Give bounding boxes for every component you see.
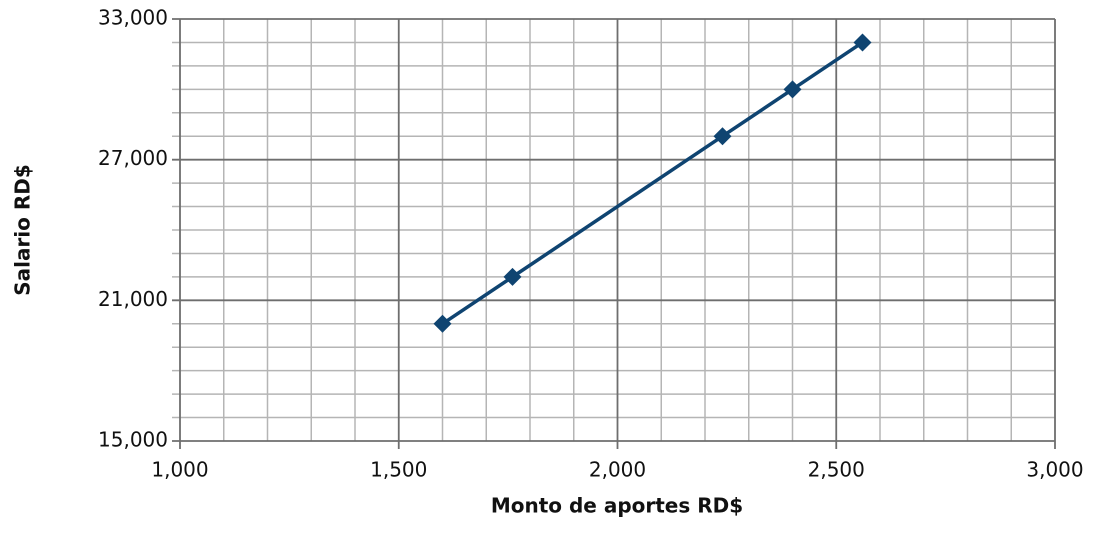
data-point	[503, 267, 522, 286]
y-tick-label: 15,000	[98, 428, 168, 452]
y-tick-label: 33,000	[98, 6, 168, 30]
y-tick-label: 27,000	[98, 146, 168, 170]
data-point	[853, 33, 872, 52]
x-tick-label: 3,000	[1026, 458, 1083, 482]
x-tick-label: 2,500	[808, 458, 865, 482]
x-tick-label: 1,000	[151, 458, 208, 482]
data-point	[783, 80, 802, 99]
x-axis-label: Monto de aportes RD$	[491, 494, 743, 518]
x-tick-label: 2,000	[589, 458, 646, 482]
y-tick-label: 21,000	[98, 287, 168, 311]
x-tick-label: 1,500	[370, 458, 427, 482]
y-axis-label: Salario RD$	[11, 164, 35, 296]
data-point	[433, 314, 452, 333]
data-point	[713, 127, 732, 146]
